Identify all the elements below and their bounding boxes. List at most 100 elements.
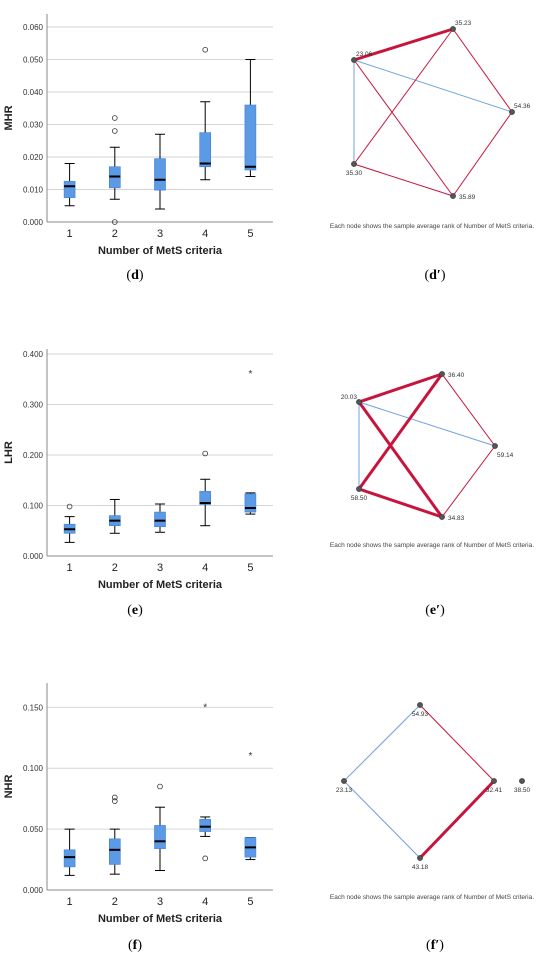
y-tick-label: 0.000: [23, 218, 44, 227]
y-tick-label: 0.030: [23, 121, 44, 130]
outlier-point: [112, 798, 118, 804]
network-edge: [452, 111, 513, 197]
network-edge: [353, 59, 454, 197]
network-node: [519, 778, 525, 784]
node-rank-label: 35.89: [459, 194, 476, 201]
y-tick-label: 0.400: [23, 350, 44, 359]
outlier-point: [202, 855, 209, 862]
x-tick-label: 3: [157, 896, 163, 908]
network-edge: [353, 27, 454, 62]
network-edge: [353, 59, 513, 113]
network-node: [351, 161, 357, 167]
outlier-point: [66, 503, 73, 510]
network-edge: [357, 401, 444, 518]
network-node: [450, 193, 456, 199]
box: [63, 849, 76, 868]
x-tick-label: 1: [67, 562, 73, 574]
caption-d-prime: (d′): [424, 268, 446, 283]
network-edge: [358, 487, 443, 519]
node-rank-label: 38.50: [514, 787, 531, 794]
network-f-prime: 54.93 23.13 32.41 43.18 38.50 Each node shows…: [330, 702, 534, 901]
extreme-point: *: [248, 369, 252, 380]
x-tick-label: 5: [247, 228, 253, 240]
outlier-point: [112, 128, 118, 134]
x-tick-label: 2: [112, 228, 118, 240]
outlier-point: [202, 450, 209, 457]
network-edge: [441, 445, 496, 518]
boxplot-d: 0.000 0.010 0.020 0.030 0.040 0.050 0.060 MHR Nu…: [3, 14, 273, 257]
x-tick-label: 4: [202, 896, 208, 908]
box: [154, 158, 166, 191]
node-rank-label: 58.50: [351, 495, 368, 502]
y-tick-label: 0.200: [23, 451, 44, 460]
network-node: [356, 399, 362, 405]
caption-e: (e): [127, 603, 143, 618]
box: [244, 493, 257, 513]
network-edge: [358, 401, 496, 447]
x-tick-label: 2: [112, 896, 118, 908]
x-tick-label: 4: [202, 228, 208, 240]
y-tick-label: 0.020: [23, 153, 44, 162]
node-rank-label: 35.23: [455, 20, 472, 27]
network-note: Each node shows the sample average rank …: [330, 542, 534, 549]
y-tick-label: 0.060: [23, 23, 44, 32]
node-rank-label: 43.18: [412, 864, 429, 871]
y-axis-label: LHR: [3, 441, 15, 464]
network-node: [356, 486, 362, 492]
caption-e-prime: (e′): [425, 603, 445, 618]
y-axis-label: MHR: [3, 105, 15, 130]
x-axis-label: Number of MetS criteria: [98, 245, 223, 257]
box: [199, 132, 211, 168]
network-e-prime: 20.03 36.40 59.14 34.83 58.50 Each node shows…: [330, 371, 534, 549]
x-axis-label: Number of MetS criteria: [98, 579, 223, 591]
box: [154, 825, 166, 849]
outlier-point: [157, 783, 163, 790]
x-tick-label: 1: [67, 228, 73, 240]
x-tick-label: 3: [157, 228, 163, 240]
extreme-point: *: [203, 702, 207, 713]
outlier-point: [112, 115, 118, 121]
y-tick-label: 0.300: [23, 401, 44, 410]
network-node: [491, 778, 497, 784]
node-rank-label: 54.36: [514, 103, 531, 110]
network-edge: [441, 373, 496, 447]
caption-d: (d): [126, 268, 144, 283]
network-note: Each node shows the sample average rank …: [330, 894, 534, 901]
network-node: [417, 855, 423, 861]
network-edge: [357, 373, 444, 490]
box: [154, 511, 166, 528]
x-tick-label: 4: [202, 562, 208, 574]
y-tick-label: 0.100: [23, 764, 44, 773]
network-edge: [343, 704, 421, 782]
network-edge: [353, 28, 454, 165]
node-rank-label: 32.41: [486, 787, 503, 794]
y-tick-label: 0.000: [23, 552, 44, 561]
outlier-point: [112, 219, 118, 225]
x-axis-label: Number of MetS criteria: [98, 913, 223, 925]
y-tick-label: 0.040: [23, 88, 44, 97]
node-rank-label: 54.93: [412, 711, 429, 718]
network-node: [439, 371, 445, 377]
network-edge: [343, 780, 421, 859]
boxplot-f: 0.000 0.050 0.100 0.150 NHR Number of MetS cr…: [3, 683, 273, 925]
node-rank-label: 35.30: [346, 170, 363, 177]
x-tick-label: 5: [247, 562, 253, 574]
node-rank-label: 20.03: [341, 394, 358, 401]
y-tick-label: 0.010: [23, 186, 44, 195]
x-tick-label: 2: [112, 562, 118, 574]
network-edge: [419, 704, 495, 782]
x-tick-label: 3: [157, 562, 163, 574]
node-rank-label: 59.14: [497, 452, 514, 459]
x-tick-label: 5: [247, 896, 253, 908]
boxplot-e: 0.000 0.100 0.200 0.300 0.400 LHR Number of Me…: [3, 349, 273, 591]
network-node: [450, 26, 456, 32]
network-node: [439, 514, 445, 520]
extreme-point: *: [248, 751, 252, 762]
node-rank-label: 36.40: [448, 372, 465, 379]
caption-f-prime: (f′): [426, 938, 444, 953]
box: [199, 819, 211, 832]
node-rank-label: 23.13: [336, 787, 353, 794]
network-edge: [358, 372, 443, 404]
y-tick-label: 0.050: [23, 825, 44, 834]
